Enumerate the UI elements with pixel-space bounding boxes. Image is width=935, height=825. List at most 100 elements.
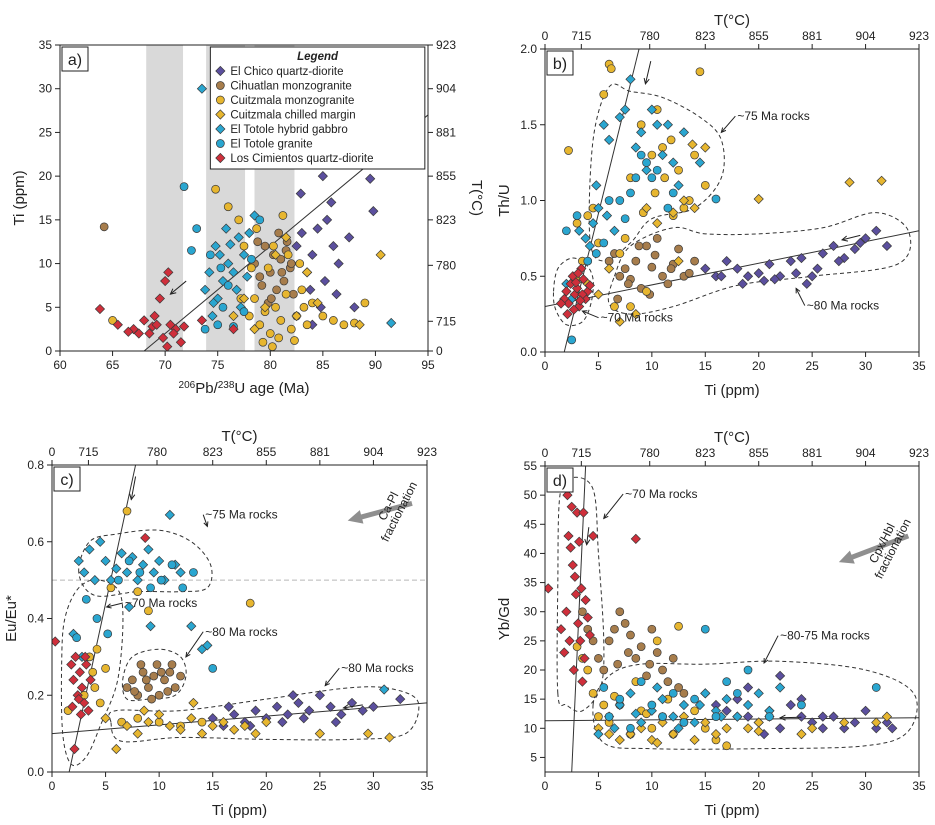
data-point: [247, 263, 256, 273]
right-tick-label: 923: [436, 38, 456, 52]
data-point: [711, 194, 721, 204]
series-el-totole-hybrid-gabbro: [593, 682, 786, 740]
data-point: [133, 713, 143, 723]
data-point: [124, 601, 135, 613]
data-point: [636, 717, 647, 728]
x-tick-label: 0: [49, 779, 56, 793]
region-pointer-head-1: [795, 287, 801, 294]
data-point: [234, 215, 244, 225]
x-axis: 0 5 10 15 20 25 30 35: [542, 352, 926, 373]
region-label-1: ~80 Ma rocks: [807, 299, 879, 313]
data-point: [613, 294, 623, 304]
region-pointer-1: [763, 635, 779, 664]
y-tick-label: 0.0: [520, 345, 537, 359]
fractionation-arrow-head: [347, 510, 364, 524]
data-point: [238, 293, 250, 304]
data-point: [555, 624, 567, 635]
x-tick-label: 20: [260, 779, 274, 793]
y-axis-title: Ti (ppm): [11, 170, 28, 225]
data-point: [143, 544, 154, 555]
data-point: [114, 575, 123, 585]
y-tick-label: 10: [524, 721, 538, 735]
data-point: [674, 621, 683, 631]
data-point: [559, 647, 570, 658]
region-label-0: ~75 Ma rocks: [737, 109, 809, 123]
data-point: [791, 268, 802, 279]
legend-marker: [215, 109, 226, 120]
region-pointer-head-2: [185, 651, 191, 658]
data-point: [255, 215, 265, 225]
data-point: [100, 555, 111, 567]
x-tick-label: 15: [699, 359, 713, 373]
data-point: [122, 506, 132, 516]
data-point: [105, 575, 117, 586]
data-point: [92, 614, 102, 623]
data-point: [72, 633, 81, 643]
data-point: [742, 723, 754, 734]
data-point: [138, 667, 148, 677]
top-axis: 0 715 780 823 855 881 904 923 T(°C): [49, 428, 437, 465]
panel-d: Cpx/Hblfractionation ~70 Ma rocks ~80-75 M…: [496, 429, 929, 819]
y-tick-label: 0.6: [27, 535, 44, 549]
data-point: [137, 559, 149, 570]
data-point: [634, 241, 644, 251]
data-point: [213, 320, 223, 330]
data-point: [326, 197, 337, 208]
data-point: [304, 705, 315, 716]
data-point: [178, 583, 188, 593]
trend-arrow-head-0: [584, 538, 591, 546]
data-point: [630, 533, 641, 544]
data-point: [604, 196, 614, 205]
data-point: [163, 687, 173, 696]
data-point: [668, 157, 679, 168]
x-axis-title-rest: U age (Ma): [234, 380, 309, 397]
data-point: [774, 682, 786, 693]
data-point: [817, 711, 828, 722]
data-point: [593, 202, 604, 214]
data-point: [561, 606, 572, 617]
x-tick-label: 10: [645, 359, 659, 373]
y-axis: 0 5 10 15 20 25 30 35: [39, 38, 60, 358]
data-point: [186, 713, 197, 724]
data-point: [674, 244, 683, 254]
data-point: [567, 335, 577, 345]
data-point: [223, 281, 233, 290]
panel-c: Ca-Plfractionation ~75 Ma rocks ~70 Ma roc…: [3, 428, 437, 819]
data-point: [593, 289, 604, 300]
top-tick-label: 904: [856, 29, 876, 43]
y-tick-label: 55: [524, 459, 538, 473]
top-axis: 0 715 780 823 855 881 904 923 T(°C): [542, 429, 929, 466]
region-outline-1: [607, 212, 912, 315]
data-point: [228, 324, 239, 335]
legend-entry: El Totole granite: [230, 139, 312, 151]
data-point: [764, 259, 775, 270]
data-point: [807, 723, 818, 734]
data-point: [599, 665, 609, 675]
data-point: [609, 723, 620, 734]
data-point: [152, 660, 162, 669]
data-point: [568, 664, 579, 676]
data-point: [580, 233, 591, 244]
data-point: [74, 667, 85, 678]
y-tick-label: 0.5: [520, 269, 537, 283]
series-cihuatlan-monzogranite: [578, 607, 689, 698]
data-point: [839, 717, 850, 728]
data-point: [604, 134, 615, 145]
top-tick-label: 715: [571, 29, 591, 43]
data-point: [286, 324, 296, 334]
data-point: [298, 713, 309, 724]
data-point: [583, 256, 593, 266]
data-point: [250, 705, 261, 716]
y-tick-label: 5: [45, 300, 52, 314]
data-point: [641, 165, 652, 176]
region-outline-0: [588, 83, 725, 262]
data-point: [217, 275, 229, 287]
data-point: [207, 720, 218, 732]
data-point: [566, 501, 577, 512]
panel-label: b): [546, 50, 574, 76]
plot-frame: [59, 44, 429, 352]
right-tick-label: 881: [436, 125, 456, 139]
data-point: [239, 307, 249, 317]
region-pointer-1: [106, 602, 123, 608]
data-point: [101, 664, 110, 673]
